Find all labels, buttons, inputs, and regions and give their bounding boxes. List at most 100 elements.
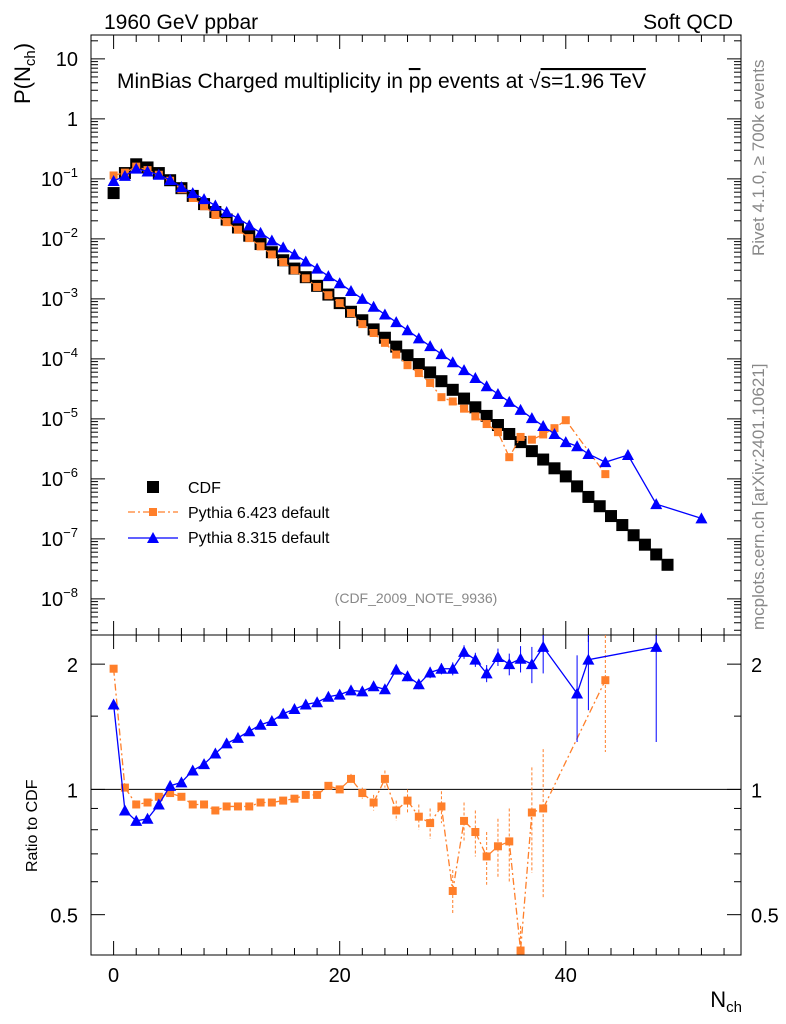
legend-marker-pythia6 bbox=[149, 508, 157, 516]
mcplots-credit-label: mcplots.cern.ch [arXiv:2401.10621] bbox=[749, 364, 768, 630]
ratio-point bbox=[243, 725, 256, 737]
data-point bbox=[333, 277, 346, 289]
ratio-point bbox=[380, 774, 389, 783]
ratio-point bbox=[493, 842, 502, 851]
ratio-point bbox=[403, 796, 412, 805]
data-point bbox=[222, 218, 231, 227]
ratio-series-layer bbox=[107, 635, 663, 955]
ratio-point bbox=[177, 792, 186, 801]
data-point bbox=[561, 416, 570, 425]
data-point bbox=[299, 255, 312, 267]
legend-item-cdf: CDF bbox=[147, 480, 221, 497]
ratio-point bbox=[200, 800, 209, 809]
ratio-y-tick-label: 2 bbox=[67, 655, 78, 677]
ratio-point bbox=[164, 779, 177, 791]
data-point bbox=[324, 291, 333, 300]
rivet-version-label: Rivet 4.1.0, ≥ 700k events bbox=[749, 60, 768, 256]
main-y-tick-label: 10−7 bbox=[41, 525, 78, 551]
data-point bbox=[254, 226, 267, 238]
ratio-point bbox=[324, 781, 333, 790]
data-point bbox=[527, 435, 536, 444]
ratio-point bbox=[141, 812, 154, 824]
data-point bbox=[559, 436, 572, 448]
data-point bbox=[209, 199, 222, 211]
ratio-point bbox=[516, 946, 525, 955]
data-point bbox=[390, 316, 403, 328]
ratio-point bbox=[378, 683, 391, 695]
data-point bbox=[582, 447, 595, 459]
ratio-point bbox=[220, 737, 233, 749]
legend-label-pythia8: Pythia 8.315 default bbox=[188, 530, 330, 547]
ratio-x-tick-label: 40 bbox=[555, 965, 577, 987]
data-point bbox=[548, 462, 561, 475]
ratio-point bbox=[345, 684, 357, 696]
data-point bbox=[175, 181, 188, 193]
ratio-series-0 bbox=[109, 635, 610, 955]
data-point bbox=[220, 206, 233, 218]
ratio-point bbox=[503, 658, 516, 670]
data-point bbox=[414, 369, 423, 378]
data-point bbox=[231, 212, 244, 224]
data-point bbox=[480, 409, 493, 422]
ratio-point bbox=[458, 645, 471, 657]
data-point bbox=[211, 211, 220, 219]
data-point bbox=[435, 375, 448, 388]
ratio-point bbox=[446, 662, 459, 674]
series-line bbox=[113, 167, 702, 519]
data-point bbox=[198, 193, 211, 205]
data-point bbox=[548, 427, 561, 439]
series-line bbox=[113, 165, 606, 475]
data-point bbox=[243, 219, 256, 231]
ratio-y-tick-label-right: 0.5 bbox=[751, 906, 779, 928]
main-title: MinBias Charged multiplicity in pp event… bbox=[117, 70, 646, 93]
data-point bbox=[233, 225, 242, 234]
data-point bbox=[491, 419, 504, 432]
ratio-point bbox=[152, 798, 165, 810]
ratio-point bbox=[527, 808, 536, 817]
data-point bbox=[118, 169, 131, 181]
legend-item-pythia8: Pythia 8.315 default bbox=[128, 530, 330, 547]
ratio-series-1 bbox=[107, 635, 663, 826]
data-point bbox=[356, 292, 369, 304]
data-point bbox=[516, 432, 525, 441]
data-point bbox=[380, 338, 389, 347]
data-point bbox=[164, 173, 177, 185]
ratio-y-tick-label-right: 1 bbox=[751, 780, 762, 802]
main-y-axis-label: P(Nch) bbox=[10, 43, 39, 104]
data-point bbox=[503, 427, 516, 440]
data-point bbox=[345, 285, 357, 297]
legend-marker-cdf bbox=[147, 481, 159, 493]
data-point bbox=[505, 453, 514, 462]
data-point bbox=[458, 392, 471, 405]
ratio-series-line bbox=[112, 645, 657, 822]
data-point bbox=[601, 470, 610, 479]
data-point bbox=[480, 380, 493, 392]
ratio-point bbox=[311, 696, 324, 708]
data-point bbox=[367, 300, 380, 312]
data-point bbox=[650, 498, 663, 510]
data-point bbox=[186, 187, 199, 199]
category-label: Soft QCD bbox=[643, 11, 733, 34]
data-point bbox=[424, 340, 437, 352]
ratio-point bbox=[277, 707, 290, 719]
data-point bbox=[537, 453, 550, 466]
ratio-point bbox=[367, 680, 380, 692]
ratio-x-axis-label: Nch bbox=[710, 987, 742, 1016]
data-point bbox=[469, 401, 482, 414]
data-point bbox=[514, 403, 527, 415]
data-point bbox=[279, 258, 288, 267]
data-point bbox=[152, 168, 165, 180]
data-point bbox=[403, 361, 412, 370]
ratio-point bbox=[256, 798, 265, 807]
data-point bbox=[378, 308, 391, 320]
ratio-point bbox=[109, 664, 118, 673]
ratio-point bbox=[188, 800, 197, 809]
ratio-y-axis: 2 2 1 1 0.5 0.5 bbox=[50, 655, 779, 928]
data-point bbox=[424, 366, 437, 379]
data-point bbox=[141, 165, 154, 177]
title-pbar: p bbox=[409, 70, 421, 93]
data-point bbox=[412, 332, 425, 344]
data-point bbox=[491, 387, 504, 399]
data-point bbox=[559, 470, 572, 483]
